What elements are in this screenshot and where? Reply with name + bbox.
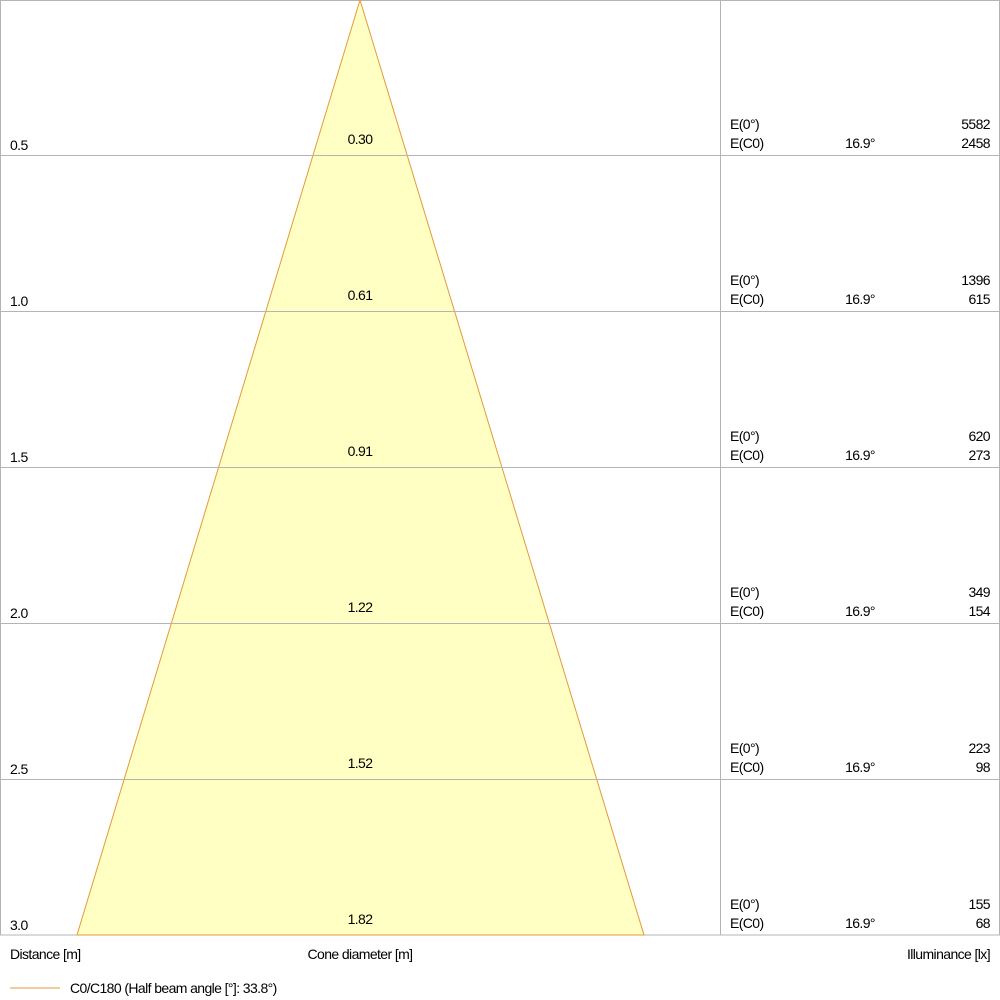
ec0-label: E(C0) xyxy=(730,915,764,931)
ec0-label: E(C0) xyxy=(730,447,764,463)
angle: 16.9° xyxy=(845,915,875,931)
angle: 16.9° xyxy=(845,447,875,463)
cone-diameter: 0.30 xyxy=(348,131,374,147)
distance: 0.5 xyxy=(10,137,28,153)
distance: 1.0 xyxy=(10,293,28,309)
ec0-value: 273 xyxy=(968,447,990,463)
distance: 1.5 xyxy=(10,449,28,465)
e0-label: E(0°) xyxy=(730,272,759,288)
distance-header: Distance [m] xyxy=(10,946,81,962)
e0-value: 5582 xyxy=(961,116,991,132)
ec0-label: E(C0) xyxy=(730,759,764,775)
e0-value: 349 xyxy=(968,584,990,600)
e0-label: E(0°) xyxy=(730,428,759,444)
e0-value: 155 xyxy=(968,896,990,912)
cone-diameter: 1.52 xyxy=(348,755,374,771)
distance: 2.5 xyxy=(10,761,28,777)
legend-text: C0/C180 (Half beam angle [°]: 33.8°) xyxy=(70,980,277,996)
rows: 0.5 0.30 E(0°) 5582 E(C0) 16.9° 2458 1.0 0.61 E(0… xyxy=(0,116,1000,933)
e0-label: E(0°) xyxy=(730,116,759,132)
cone-diameter: 1.82 xyxy=(348,911,374,927)
e0-value: 620 xyxy=(968,428,990,444)
e0-value: 1396 xyxy=(961,272,991,288)
e0-label: E(0°) xyxy=(730,740,759,756)
cone-diameter: 0.61 xyxy=(348,287,374,303)
illuminance-header: Illuminance [lx] xyxy=(907,946,990,962)
ec0-value: 98 xyxy=(976,759,991,775)
ec0-value: 2458 xyxy=(961,135,991,151)
cone-diameter: 1.22 xyxy=(348,599,374,615)
ec0-value: 615 xyxy=(968,291,990,307)
e0-label: E(0°) xyxy=(730,896,759,912)
ec0-label: E(C0) xyxy=(730,603,764,619)
ec0-value: 68 xyxy=(976,915,991,931)
ec0-label: E(C0) xyxy=(730,135,764,151)
cone-diameter: 0.91 xyxy=(348,443,374,459)
ec0-label: E(C0) xyxy=(730,291,764,307)
distance: 2.0 xyxy=(10,605,28,621)
angle: 16.9° xyxy=(845,135,875,151)
diameter-header: Cone diameter [m] xyxy=(308,946,413,962)
ec0-value: 154 xyxy=(968,603,990,619)
angle: 16.9° xyxy=(845,759,875,775)
distance: 3.0 xyxy=(10,917,28,933)
e0-value: 223 xyxy=(968,740,990,756)
e0-label: E(0°) xyxy=(730,584,759,600)
angle: 16.9° xyxy=(845,603,875,619)
angle: 16.9° xyxy=(845,291,875,307)
